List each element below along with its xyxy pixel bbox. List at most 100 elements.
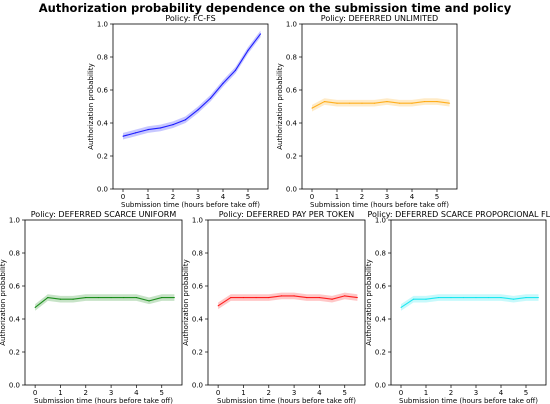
data-point — [500, 296, 502, 299]
data-point — [85, 296, 87, 299]
x-tick-label: 0 — [121, 193, 125, 201]
data-point — [537, 296, 540, 299]
x-tick-label: 4 — [410, 193, 415, 201]
x-tick-label: 1 — [58, 389, 62, 397]
x-tick-label: 1 — [424, 389, 428, 397]
y-tick-label: 0.2 — [375, 349, 386, 357]
data-point — [512, 298, 515, 300]
x-tick-label: 1 — [146, 193, 150, 201]
x-tick-label: 4 — [134, 389, 139, 397]
data-point — [97, 296, 100, 299]
y-tick-label: 0.0 — [286, 186, 297, 194]
confidence-band — [123, 30, 261, 140]
x-axis-label: Submission time (hours before take off) — [121, 201, 260, 209]
x-tick-label: 0 — [310, 193, 314, 201]
data-point — [209, 97, 212, 99]
data-point — [134, 132, 137, 134]
x-tick-label: 5 — [246, 193, 250, 201]
chart-panel-4: Policy: DEFERRED PAY PER TOKEN 0.0 0.2 0.4 0… — [182, 210, 366, 404]
data-point — [348, 102, 351, 104]
data-point — [437, 296, 440, 299]
data-point — [161, 296, 163, 299]
y-tick-label: 0.2 — [192, 349, 203, 357]
data-point — [448, 102, 451, 104]
x-tick-label: 3 — [385, 193, 389, 201]
series-line — [217, 295, 358, 307]
chart-title: Policy: DEFERRED PAY PER TOKEN — [219, 210, 354, 219]
data-point — [398, 102, 401, 104]
data-point — [230, 296, 232, 299]
y-tick-label: 0.6 — [9, 283, 21, 291]
data-point — [450, 296, 452, 299]
y-tick-label: 0.4 — [375, 316, 387, 324]
x-tick-label: 3 — [196, 193, 200, 201]
confidence-band — [218, 292, 358, 310]
chart-title: Policy: FC-FS — [165, 14, 215, 23]
data-point — [411, 102, 413, 104]
y-tick-label: 0.2 — [286, 153, 297, 161]
y-tick-label: 1.0 — [192, 217, 203, 225]
y-tick-label: 1.0 — [286, 21, 297, 29]
data-point — [259, 33, 262, 35]
x-tick-label: 2 — [171, 193, 175, 201]
x-axis-label: Submission time (hours before take off) — [310, 201, 449, 209]
y-tick-label: 0.0 — [97, 186, 108, 194]
data-point — [331, 298, 333, 300]
data-point — [268, 296, 270, 299]
chart-panel-3: Policy: DEFERRED SCARCE UNIFORM 0.0 0.2 0.4… — [0, 210, 183, 404]
x-tick-label: 4 — [221, 193, 226, 201]
x-axis-label: Submission time (hours before take off) — [34, 397, 173, 404]
chart-title: Policy: DEFERRED UNLIMITED — [321, 14, 438, 23]
data-point — [222, 82, 224, 84]
x-tick-label: 1 — [335, 193, 339, 201]
x-tick-label: 3 — [109, 389, 113, 397]
data-point — [135, 296, 138, 299]
y-tick-label: 0.2 — [9, 349, 20, 357]
data-point — [344, 295, 346, 297]
data-point — [34, 306, 36, 309]
chart-panel-1: Policy: FC-FS 0.0 0.2 0.4 0.6 0.8 1.0 0 1 2 3 4 5Sub… — [87, 14, 269, 209]
data-point — [217, 305, 219, 307]
y-tick-label: 0.4 — [97, 120, 109, 128]
data-point — [122, 135, 124, 137]
data-point — [147, 129, 149, 131]
y-tick-label: 1.0 — [9, 217, 20, 225]
plot-frame — [24, 219, 183, 386]
data-point — [72, 298, 74, 300]
data-point — [423, 100, 426, 103]
y-tick-label: 0.4 — [9, 316, 21, 324]
x-tick-label: 0 — [399, 389, 403, 397]
x-tick-label: 3 — [292, 389, 296, 397]
data-point — [234, 69, 237, 71]
series-line — [400, 296, 539, 308]
chart-panel-2: Policy: DEFERRED UNLIMITED 0.0 0.2 0.4 0.6 0.… — [276, 14, 458, 209]
data-point — [525, 296, 527, 299]
data-point — [173, 296, 176, 299]
data-point — [197, 109, 199, 111]
data-point — [475, 296, 477, 299]
y-tick-label: 0.8 — [97, 54, 108, 62]
data-point — [400, 306, 402, 309]
data-point — [306, 296, 308, 299]
x-tick-label: 4 — [317, 389, 322, 397]
data-point — [123, 296, 125, 299]
y-axis-label: Authorization probability — [365, 259, 373, 345]
x-tick-label: 5 — [435, 193, 439, 201]
confidence-band — [401, 294, 539, 311]
x-axis-label: Submission time (hours before take off) — [399, 397, 538, 404]
x-tick-label: 0 — [33, 389, 37, 397]
data-point — [184, 119, 187, 121]
y-tick-label: 0.6 — [375, 283, 387, 291]
data-point — [412, 298, 415, 300]
y-tick-label: 0.8 — [375, 250, 386, 258]
data-point — [148, 300, 150, 302]
x-tick-label: 4 — [499, 389, 504, 397]
x-tick-label: 2 — [449, 389, 453, 397]
y-tick-label: 0.0 — [9, 382, 20, 390]
y-tick-label: 0.8 — [286, 54, 297, 62]
data-point — [159, 127, 162, 129]
data-point — [356, 296, 359, 299]
y-axis-label: Authorization probability — [0, 259, 7, 345]
data-point — [255, 296, 257, 299]
